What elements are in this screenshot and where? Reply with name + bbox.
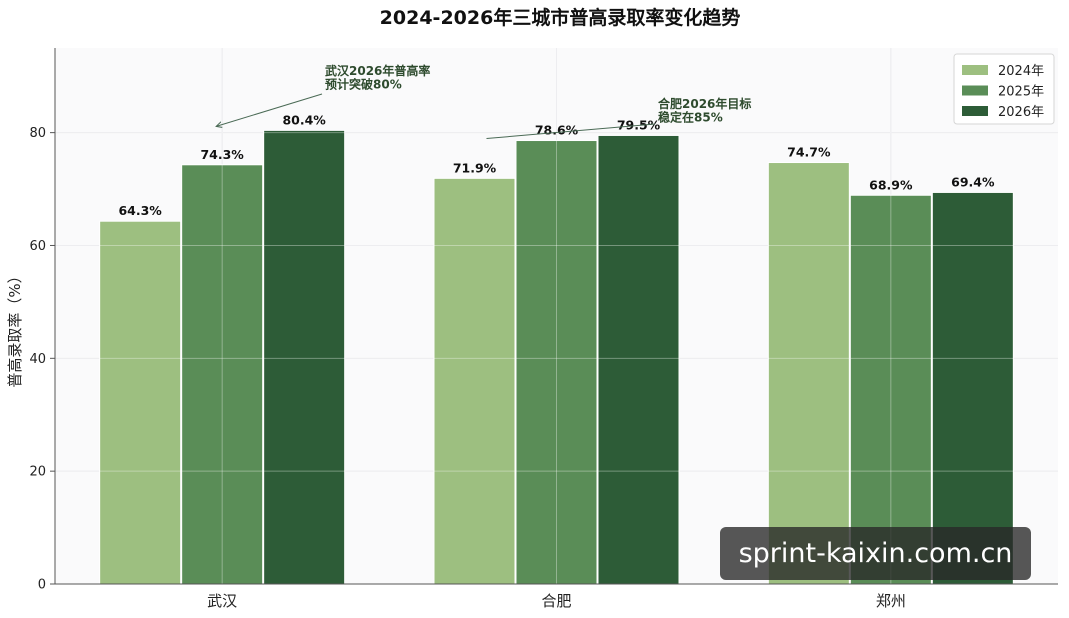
bar-value-label: 80.4%	[282, 112, 326, 127]
x-category-label: 武汉	[207, 592, 237, 610]
bar	[931, 191, 1014, 585]
legend-swatch	[962, 106, 988, 116]
chart-title: 2024-2026年三城市普高录取率变化趋势	[380, 6, 741, 29]
bar	[849, 194, 932, 585]
bar-value-label: 68.9%	[869, 177, 913, 192]
bar	[515, 140, 598, 585]
y-tick-label: 40	[29, 352, 46, 367]
x-categories: 武汉 合肥 郑州	[207, 592, 906, 610]
bar-value-label: 64.3%	[118, 203, 162, 218]
watermark: sprint-kaixin.com.cn	[720, 527, 1031, 580]
annotation-text: 合肥2026年目标	[658, 96, 751, 111]
annotation-text: 武汉2026年普高率	[325, 63, 430, 78]
x-category-label: 合肥	[541, 592, 571, 610]
legend-entry-label: 2025年	[998, 85, 1044, 100]
annotation-arrow	[486, 123, 656, 140]
value-labels: 64.3%71.9%74.7%74.3%78.6%68.9%80.4% 79.5%…	[118, 112, 995, 218]
legend: 2024年 2025年 2026年	[953, 53, 1055, 125]
legend-swatch	[962, 85, 988, 96]
y-tick-label: 0	[38, 578, 46, 593]
bar	[99, 220, 182, 585]
y-axis-label: 普高录取率（%）	[6, 268, 24, 387]
x-category-label: 郑州	[876, 592, 906, 610]
bar-value-label: 71.9%	[453, 160, 497, 175]
y-ticks: 0 20 40 60 80	[29, 48, 1058, 593]
bar	[433, 177, 516, 585]
bar	[767, 162, 850, 585]
annotation-text: 预计突破80%	[325, 77, 402, 92]
legend-entry-label: 2024年	[998, 64, 1044, 79]
y-tick-label: 20	[29, 465, 46, 480]
legend-entry-label: 2026年	[998, 105, 1044, 120]
bar-value-label: 69.4%	[951, 174, 995, 189]
y-tick-label: 60	[29, 239, 46, 254]
bar-value-label: 78.6%	[535, 123, 579, 138]
annotation-arrow	[216, 93, 323, 126]
annotation-text: 稳定在85%	[658, 110, 723, 125]
y-tick-label: 80	[29, 126, 46, 141]
bars	[55, 48, 1058, 585]
bar-value-label: 74.7%	[787, 145, 831, 160]
bar	[597, 134, 680, 585]
bar	[263, 129, 346, 585]
legend-swatch	[962, 65, 988, 75]
bar	[181, 164, 264, 585]
bar-value-label: 74.3%	[200, 147, 244, 162]
